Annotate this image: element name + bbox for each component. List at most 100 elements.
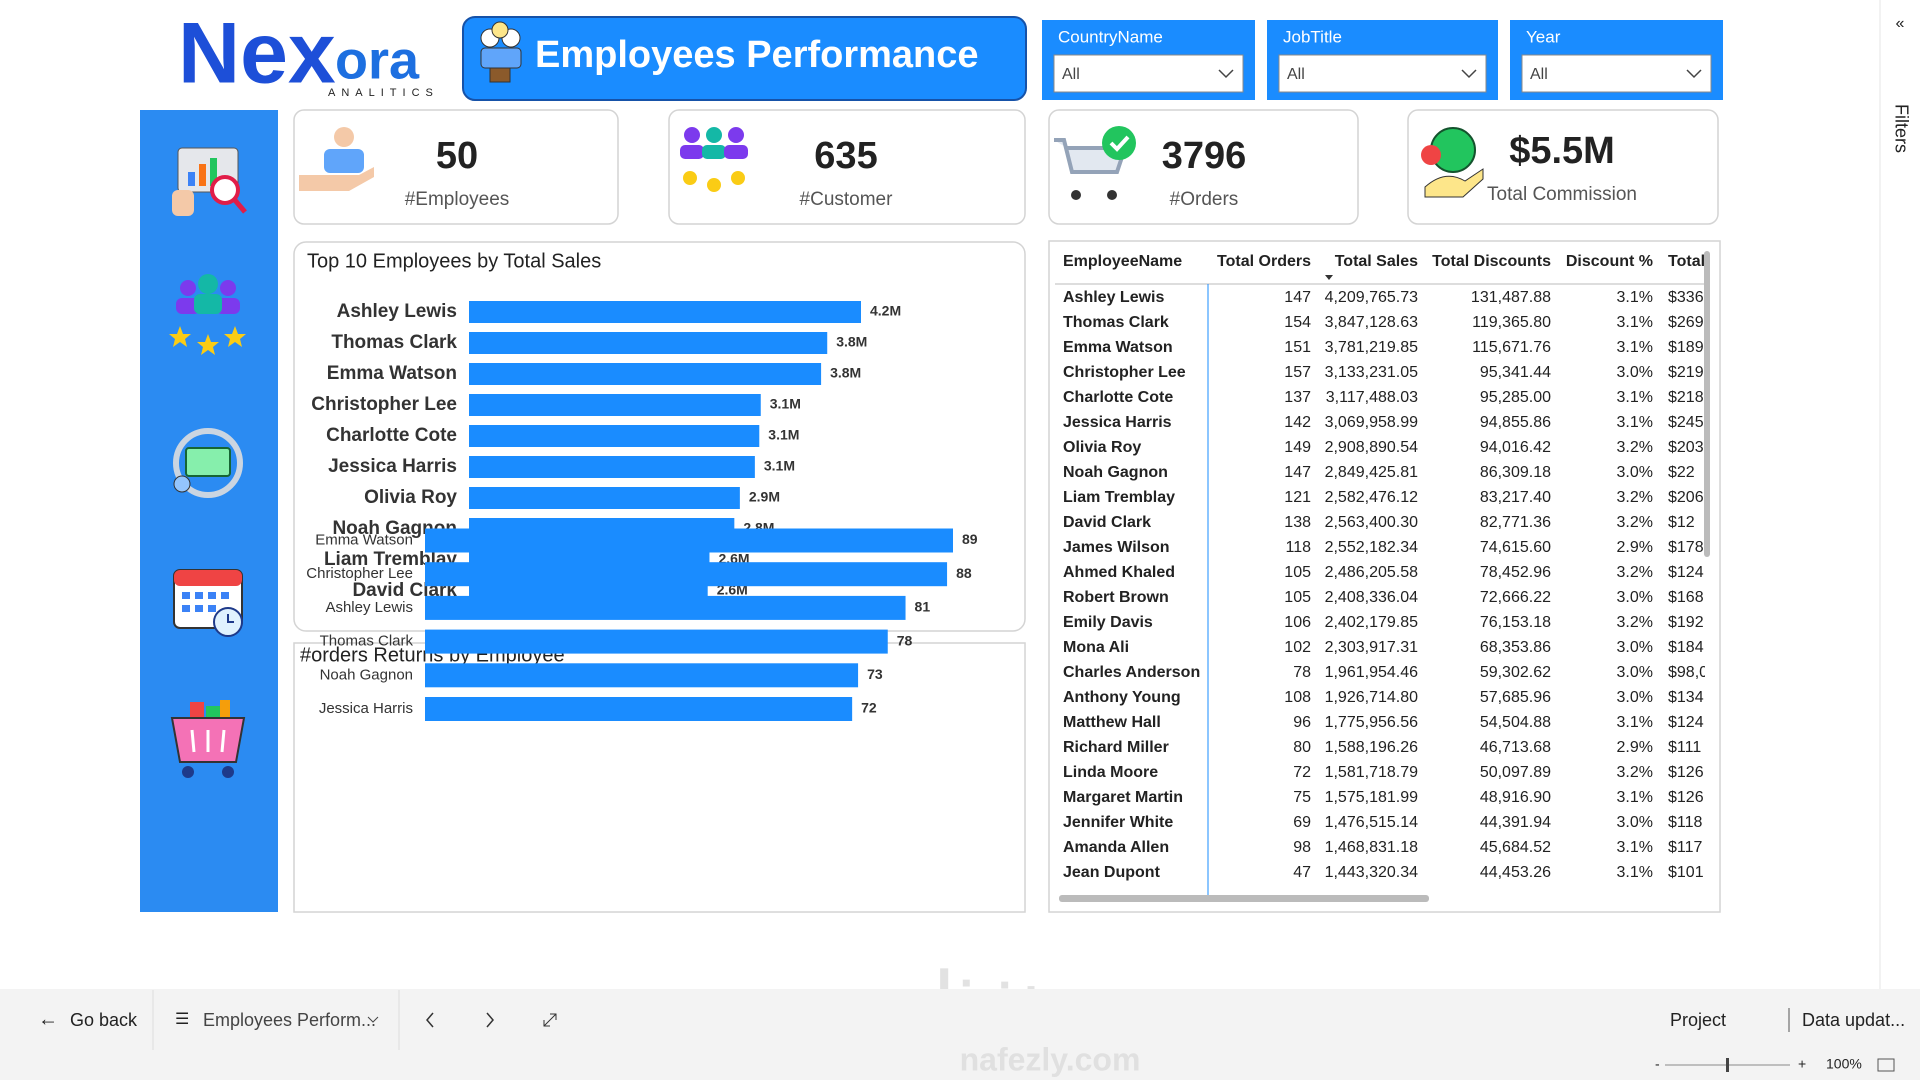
table-cell: 3.0% xyxy=(1617,689,1653,706)
filter-dropdown[interactable] xyxy=(1521,54,1712,93)
icon-part xyxy=(707,178,721,192)
bar[interactable] xyxy=(469,394,761,416)
sort-indicator xyxy=(1325,275,1333,280)
sidebar-icon[interactable] xyxy=(170,700,246,778)
table-cell: Richard Miller xyxy=(1063,739,1169,756)
table-cell: 3,133,231.05 xyxy=(1325,364,1419,381)
back-arrow[interactable]: ← xyxy=(38,1008,58,1030)
filters-pane-label[interactable]: Filters xyxy=(1891,104,1911,153)
table-cell: 3.1% xyxy=(1617,314,1653,331)
sidebar-icon[interactable] xyxy=(173,569,243,637)
kpi-label: #Customer xyxy=(800,189,894,210)
chevron xyxy=(367,1016,379,1023)
next-page[interactable] xyxy=(486,1012,494,1028)
table-cell: 3.2% xyxy=(1617,439,1653,456)
data-updated[interactable]: Data updat... xyxy=(1802,1010,1905,1030)
table-cell: Matthew Hall xyxy=(1063,714,1161,731)
bar[interactable] xyxy=(425,663,859,688)
category-label: Christopher Lee xyxy=(311,394,457,415)
bar[interactable] xyxy=(469,456,755,478)
bar[interactable] xyxy=(425,629,888,654)
collapse-icon[interactable]: « xyxy=(1896,15,1905,32)
category-label: Charlotte Cote xyxy=(326,425,457,446)
dropdown-chevron xyxy=(1218,69,1234,79)
table-cell: 2,486,205.58 xyxy=(1325,564,1419,581)
table-cell: James Wilson xyxy=(1063,539,1170,556)
logo-tagline: ANALITICS xyxy=(328,87,439,99)
data-label: 3.8M xyxy=(836,334,867,350)
category-label: Jessica Harris xyxy=(328,456,457,477)
project-label[interactable]: Project xyxy=(1670,1010,1726,1030)
filter-value: All xyxy=(1062,66,1080,83)
table-cell: 72,666.22 xyxy=(1480,589,1551,606)
page-menu-icon[interactable]: ☰ xyxy=(175,1011,189,1028)
sidebar-icon[interactable] xyxy=(173,428,243,498)
v-scrollbar[interactable] xyxy=(1704,251,1710,557)
bar[interactable] xyxy=(425,697,853,721)
icon-part xyxy=(1421,145,1441,165)
table-cell: 147 xyxy=(1284,464,1311,481)
bar[interactable] xyxy=(469,363,822,385)
icon-part xyxy=(731,171,745,185)
bar[interactable] xyxy=(425,595,906,620)
bar[interactable] xyxy=(425,562,948,587)
table-cell: Anthony Young xyxy=(1063,689,1181,706)
table-cell: $219 xyxy=(1668,364,1704,381)
table-cell: 118 xyxy=(1285,539,1311,556)
bar[interactable] xyxy=(469,425,760,447)
h-scrollbar[interactable] xyxy=(1059,895,1429,902)
table-cell: Emma Watson xyxy=(1063,339,1173,356)
table-cell: David Clark xyxy=(1063,514,1151,531)
zoom-in[interactable]: + xyxy=(1798,1056,1806,1072)
table-cell: $118 xyxy=(1668,814,1703,831)
table-cell: 3.0% xyxy=(1617,464,1653,481)
bar[interactable] xyxy=(425,528,953,553)
data-label: 73 xyxy=(867,666,883,682)
kpi-icon xyxy=(680,127,748,192)
table-cell: Liam Tremblay xyxy=(1063,489,1175,506)
table-cell: 1,588,196.26 xyxy=(1325,739,1419,756)
chart-panel xyxy=(293,642,1026,913)
category-label: Thomas Clark xyxy=(320,633,414,650)
bar[interactable] xyxy=(469,487,740,509)
icon-part xyxy=(728,127,744,143)
kpi-value: 50 xyxy=(436,135,478,177)
table-cell: 44,391.94 xyxy=(1480,814,1551,831)
table-cell: 3,069,958.99 xyxy=(1325,414,1419,431)
table-cell: 94,016.42 xyxy=(1480,439,1551,456)
table-cell: 1,581,718.79 xyxy=(1325,764,1419,781)
bar[interactable] xyxy=(469,332,828,354)
title-box xyxy=(462,16,1027,101)
icon-part xyxy=(702,145,726,159)
table-cell: 108 xyxy=(1284,689,1311,706)
column-header: Discount % xyxy=(1566,253,1653,270)
table-cell: 102 xyxy=(1284,639,1311,656)
sidebar-icon[interactable] xyxy=(172,147,247,216)
bar[interactable] xyxy=(469,301,861,323)
filter-dropdown[interactable] xyxy=(1278,54,1487,93)
focus-mode[interactable] xyxy=(543,1013,557,1027)
logo: Nex ora ANALITICS xyxy=(178,6,439,102)
dropdown-chevron xyxy=(1461,69,1477,79)
table-cell: Mona Ali xyxy=(1063,639,1129,656)
table-cell: 74,615.60 xyxy=(1480,539,1551,556)
page-selector[interactable]: Employees Perform... xyxy=(203,1010,376,1030)
table-cell: 78 xyxy=(1293,664,1311,681)
kpi-value: $5.5M xyxy=(1509,130,1615,172)
zoom-thumb[interactable] xyxy=(1726,1058,1729,1072)
prev-page[interactable] xyxy=(426,1012,434,1028)
table-cell: 3.1% xyxy=(1617,414,1653,431)
table-cell: 3.2% xyxy=(1617,514,1653,531)
back-button[interactable]: Go back xyxy=(70,1010,138,1030)
table-cell: 1,468,831.18 xyxy=(1325,839,1419,856)
fit-page[interactable] xyxy=(1877,1058,1895,1072)
table-cell: 50,097.89 xyxy=(1480,764,1551,781)
zoom-out[interactable]: - xyxy=(1655,1056,1660,1072)
filter-dropdown[interactable] xyxy=(1053,54,1244,93)
kpi-card xyxy=(1407,109,1719,225)
category-label: Jessica Harris xyxy=(319,700,413,717)
table-cell: Linda Moore xyxy=(1063,764,1158,781)
table-cell: 80 xyxy=(1293,739,1311,756)
sidebar-icon[interactable] xyxy=(169,274,246,355)
table-cell: 154 xyxy=(1284,314,1311,331)
